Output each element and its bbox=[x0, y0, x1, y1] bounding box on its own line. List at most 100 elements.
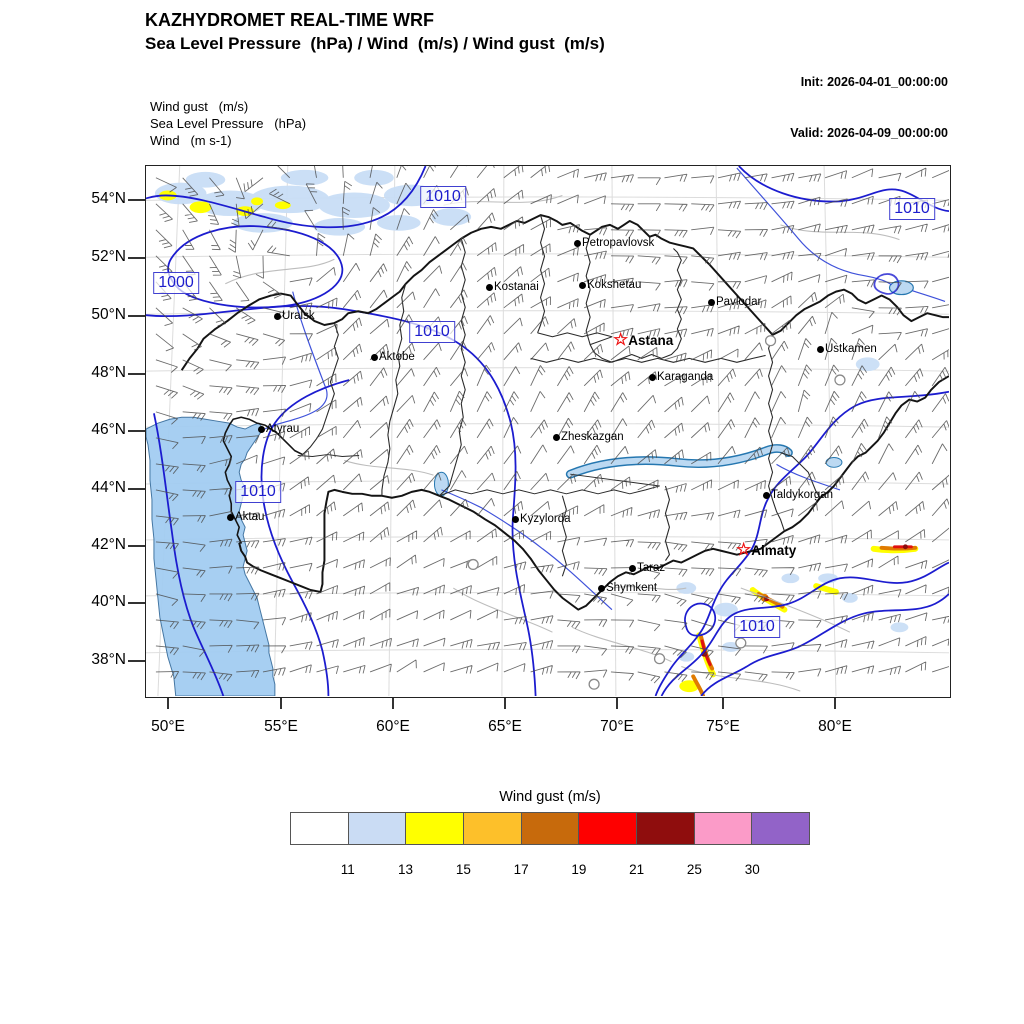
colorbar-cell-7 bbox=[693, 813, 752, 844]
colorbar bbox=[290, 812, 810, 845]
capital-star-icon: ☆ bbox=[613, 330, 629, 349]
lon-tick-mark bbox=[834, 698, 836, 709]
river-syrdarya bbox=[441, 489, 613, 611]
lon-tick-mark bbox=[616, 698, 618, 709]
lon-tick-label: 60°E bbox=[376, 718, 410, 735]
colorbar-tick-label: 13 bbox=[398, 862, 414, 877]
city-dot-icon bbox=[486, 283, 493, 291]
caption-line-0: Wind gust (m/s) bbox=[150, 99, 249, 114]
colorbar-tick-label: 21 bbox=[629, 862, 645, 877]
lon-tick-mark bbox=[280, 698, 282, 709]
lat-tick-mark bbox=[128, 545, 145, 547]
colorbar-cell-5 bbox=[578, 813, 637, 844]
lat-tick-mark bbox=[128, 257, 145, 259]
city-dot-icon bbox=[553, 433, 560, 441]
city-label: Zheskazgan bbox=[561, 431, 624, 443]
lat-tick-label: 40°N bbox=[91, 593, 126, 610]
city-dot-icon bbox=[708, 298, 715, 306]
lat-tick-label: 54°N bbox=[91, 190, 126, 207]
city-dot-icon bbox=[649, 373, 656, 381]
city-astana: ☆ Astana bbox=[613, 330, 673, 349]
city-aktau: Aktau bbox=[227, 510, 264, 524]
caption-line-1: Sea Level Pressure (hPa) bbox=[150, 116, 307, 131]
lat-tick-mark bbox=[128, 373, 145, 375]
capital-star-icon: ☆ bbox=[736, 540, 752, 559]
city-label: Kokshetau bbox=[587, 279, 642, 291]
lat-tick-label: 48°N bbox=[91, 364, 126, 381]
city-dot-icon bbox=[258, 425, 265, 433]
colorbar-tick-label: 19 bbox=[571, 862, 587, 877]
city-dot-icon bbox=[763, 491, 770, 499]
city-shymkent: Shymkent bbox=[598, 581, 657, 595]
caspian-sea bbox=[146, 416, 276, 696]
layer-caption: Wind gust (m/s) Sea Level Pressure (hPa) W… bbox=[150, 98, 306, 149]
lat-tick-label: 52°N bbox=[91, 248, 126, 265]
city-dot-icon bbox=[274, 312, 281, 320]
lat-tick-mark bbox=[128, 430, 145, 432]
lon-tick-mark bbox=[722, 698, 724, 709]
lon-tick-mark bbox=[392, 698, 394, 709]
colorbar-tick-label: 15 bbox=[455, 862, 471, 877]
lakes-rivers bbox=[264, 167, 946, 611]
city-ustkamen: Ustkamen bbox=[817, 342, 877, 356]
city-dot-icon bbox=[629, 564, 636, 572]
page-title: KAZHYDROMET REAL-TIME WRF bbox=[145, 10, 434, 30]
river-irtysh bbox=[736, 167, 892, 286]
pressure-label: 1010 bbox=[889, 198, 935, 220]
colorbar-cell-8 bbox=[751, 813, 810, 844]
city-label: Aktau bbox=[235, 511, 265, 523]
city-label: Aktobe bbox=[379, 351, 415, 363]
lon-tick-label: 70°E bbox=[600, 718, 634, 735]
city-label: Taraz bbox=[637, 562, 666, 574]
city-dot-icon bbox=[371, 353, 378, 361]
lat-tick-label: 42°N bbox=[91, 536, 126, 553]
map-frame bbox=[145, 165, 951, 698]
lat-tick-label: 44°N bbox=[91, 479, 126, 496]
model-run-info: Init: 2026-04-01_00:00:00 Valid: 2026-04… bbox=[790, 40, 948, 176]
lat-tick-label: 46°N bbox=[91, 421, 126, 438]
pressure-label: 1010 bbox=[420, 186, 466, 208]
lat-tick-mark bbox=[128, 488, 145, 490]
city-dot-icon bbox=[512, 515, 519, 523]
city-label: Karaganda bbox=[657, 371, 714, 383]
colorbar-title: Wind gust (m/s) bbox=[499, 789, 601, 805]
city-dot-icon bbox=[574, 239, 581, 247]
colorbar-cell-3 bbox=[463, 813, 521, 844]
lon-tick-label: 65°E bbox=[488, 718, 522, 735]
colorbar-cell-4 bbox=[520, 813, 579, 844]
init-time: Init: 2026-04-01_00:00:00 bbox=[800, 75, 948, 89]
city-label: Taldykorgan bbox=[771, 489, 834, 501]
city-zheskazgan: Zheskazgan bbox=[553, 430, 624, 444]
city-dot-icon bbox=[817, 345, 824, 353]
city-kostanai: Kostanai bbox=[486, 280, 539, 294]
lat-tick-label: 50°N bbox=[91, 306, 126, 323]
city-label: Petropavlovsk bbox=[582, 237, 655, 249]
pressure-label: 1000 bbox=[153, 272, 199, 294]
city-petropavlovsk: Petropavlovsk bbox=[574, 236, 654, 250]
river-ural bbox=[264, 291, 328, 430]
lon-tick-label: 50°E bbox=[151, 718, 185, 735]
weather-map-canvas bbox=[146, 166, 949, 696]
colorbar-cell-2 bbox=[405, 813, 464, 844]
city-kyzylorda: Kyzylorda bbox=[512, 512, 571, 526]
city-atyrau: Atyrau bbox=[258, 422, 299, 436]
calm-circles bbox=[467, 335, 846, 690]
lat-tick-mark bbox=[128, 660, 145, 662]
colorbar-tick-label: 11 bbox=[340, 862, 355, 877]
pressure-label: 1010 bbox=[734, 616, 780, 638]
caption-line-2: Wind (m s-1) bbox=[150, 133, 232, 148]
colorbar-cell-0 bbox=[291, 813, 348, 844]
city-label: Almaty bbox=[751, 542, 797, 558]
lon-tick-label: 80°E bbox=[818, 718, 852, 735]
lat-tick-mark bbox=[128, 602, 145, 604]
lat-tick-label: 38°N bbox=[91, 651, 126, 668]
pressure-contours bbox=[146, 166, 949, 696]
city-uralsk: Uralsk bbox=[274, 309, 315, 323]
colorbar-tick-label: 30 bbox=[744, 862, 760, 877]
lat-tick-mark bbox=[128, 199, 145, 201]
city-label: Shymkent bbox=[606, 582, 658, 594]
city-aktobe: Aktobe bbox=[371, 350, 415, 364]
page-subtitle: Sea Level Pressure (hPa) / Wind (m/s) / … bbox=[145, 34, 605, 53]
city-dot-icon bbox=[227, 513, 234, 521]
